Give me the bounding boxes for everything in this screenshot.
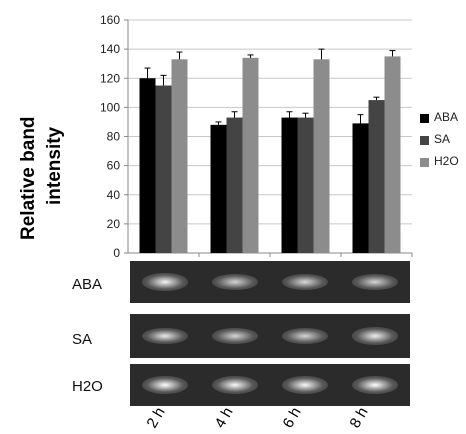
y-axis-title-svg: Relative band intensity [18, 116, 65, 240]
gel-band [282, 328, 328, 344]
legend-swatch-aba [420, 114, 429, 123]
gel-band [212, 376, 258, 394]
bar-sa-4h [226, 117, 243, 253]
y-tick-label: 60 [107, 159, 121, 173]
legend-item-aba: ABA [420, 110, 466, 132]
y-tick-label: 20 [107, 217, 121, 231]
timepoint-label-8h: 8 h [347, 404, 372, 431]
y-axis-title-line-2: intensity [44, 126, 65, 205]
bar-h2o-6h [313, 59, 330, 253]
gel-band [282, 376, 328, 394]
gel-band [352, 274, 398, 290]
bar-sa-2h [155, 85, 172, 253]
timepoint-label-2h: 2 h [144, 404, 169, 431]
legend-label-h2o: H2O [434, 154, 459, 168]
bar-h2o-8h [384, 56, 401, 253]
y-tick-label: 80 [107, 130, 121, 144]
bar-sa-6h [297, 117, 314, 253]
bar-aba-2h [139, 78, 156, 253]
legend: ABA SA H2O [420, 110, 466, 176]
y-tick-label: 0 [113, 246, 120, 260]
bar-aba-8h [352, 123, 369, 253]
gel-band [352, 327, 398, 345]
bar-chart: 0 20 40 60 80 100 120 140 160 [100, 13, 413, 260]
y-tick-label: 160 [100, 13, 120, 27]
gel-band [282, 274, 328, 290]
y-tick-label: 120 [100, 71, 120, 85]
bar-h2o-4h [242, 57, 259, 253]
gel-strip-sa [130, 314, 410, 358]
gel-row-label-sa: SA [72, 331, 93, 348]
y-axis-title-line-1: Relative band [18, 116, 39, 240]
gel-row-label-h2o: H2O [72, 378, 103, 395]
legend-swatch-h2o [420, 158, 429, 167]
bar-aba-6h [281, 117, 298, 253]
legend-swatch-sa [420, 136, 429, 145]
gel-band [212, 328, 258, 344]
y-axis-title: Relative band intensity [4, 25, 74, 255]
gel-row-label-aba: ABA [72, 276, 103, 293]
gel-band [142, 273, 188, 291]
legend-item-sa: SA [420, 132, 466, 154]
gel-band [352, 376, 398, 394]
gel-strip-h2o [130, 364, 410, 406]
legend-label-sa: SA [434, 132, 451, 146]
legend-item-h2o: H2O [420, 154, 466, 176]
bar-h2o-2h [171, 59, 188, 253]
timepoint-label-4h: 4 h [212, 404, 237, 431]
timepoint-label-6h: 6 h [280, 404, 305, 431]
gel-strip-aba [130, 261, 410, 303]
bar-aba-4h [210, 124, 227, 253]
gel-band [142, 327, 188, 345]
y-tick-label: 100 [100, 100, 120, 114]
gel-band [212, 274, 258, 290]
legend-label-aba: ABA [434, 110, 459, 124]
bar-sa-8h [368, 100, 385, 253]
gel-band [142, 376, 188, 394]
y-tick-label: 40 [107, 188, 121, 202]
y-tick-label: 140 [100, 42, 120, 56]
